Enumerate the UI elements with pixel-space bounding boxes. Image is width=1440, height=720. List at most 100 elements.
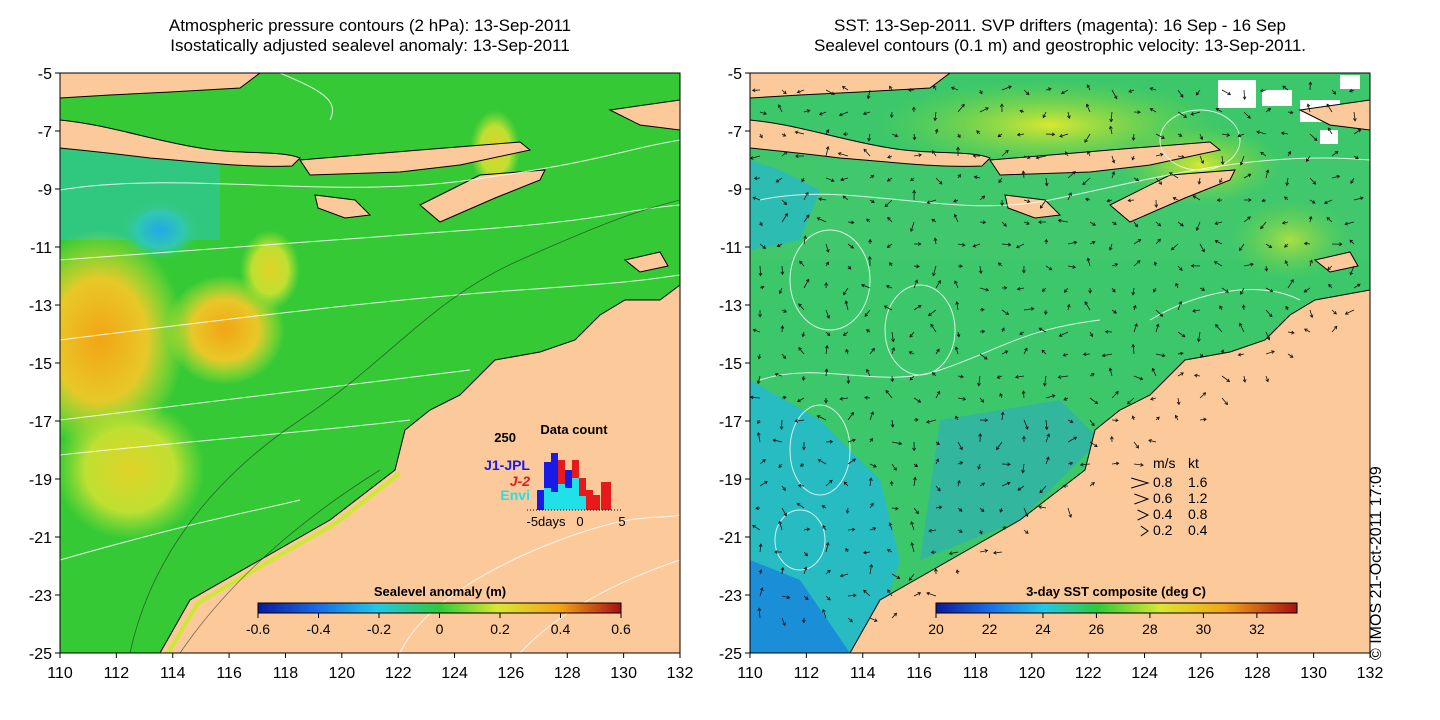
velocity-arrow	[934, 111, 937, 121]
velocity-arrow-head	[1094, 400, 1099, 405]
velocity-arrow-head	[1022, 270, 1026, 274]
velocity-arrow	[1265, 169, 1269, 179]
velocity-arrow	[869, 564, 872, 575]
velocity-arrow-head	[932, 272, 936, 277]
velocity-arrow	[1111, 221, 1117, 225]
velocity-arrow	[1243, 111, 1251, 119]
velocity-arrow-head	[826, 315, 830, 319]
velocity-arrow	[910, 221, 915, 232]
velocity-arrow	[1199, 133, 1203, 140]
left-cb-tick-label: 0	[436, 621, 444, 637]
velocity-arrow-head	[772, 438, 777, 443]
velocity-arrow-head	[1000, 103, 1004, 107]
velocity-arrow	[781, 419, 783, 430]
east-islands-right	[1298, 99, 1370, 131]
velocity-arrow	[1023, 199, 1030, 203]
velocity-arrow	[1240, 155, 1245, 166]
velocity-arrow	[1017, 485, 1025, 491]
velocity-arrow	[1221, 133, 1230, 136]
velocity-arrow-head	[981, 195, 986, 200]
velocity-arrow	[752, 197, 761, 201]
velocity-arrow-head	[1181, 155, 1185, 159]
velocity-arrow-head	[959, 461, 964, 465]
velocity-arrow-head	[1019, 109, 1024, 114]
velocity-arrow-head	[948, 551, 953, 556]
velocity-arrow-head	[826, 332, 831, 336]
velocity-arrow	[759, 243, 766, 249]
velocity-arrow	[781, 353, 786, 359]
velocity-arrow-head	[1327, 127, 1332, 132]
velocity-arrow-head	[778, 290, 783, 295]
velocity-arrow-head	[1284, 196, 1288, 200]
velocity-arrow	[1331, 326, 1338, 333]
velocity-arrow-head	[938, 180, 943, 185]
left-ytick-label: -11	[30, 240, 52, 257]
velocity-arrow-head	[928, 528, 932, 533]
velocity-arrow-head	[806, 214, 810, 219]
velocity-arrow-head	[1281, 220, 1286, 225]
velocity-arrow	[803, 235, 806, 245]
velocity-arrow-head	[980, 508, 985, 513]
velocity-arrow	[1327, 265, 1333, 270]
velocity-arrow	[978, 375, 981, 386]
velocity-legend-arrow	[1134, 493, 1150, 505]
velocity-arrow	[1111, 263, 1118, 267]
velocity-arrow-head	[915, 510, 919, 515]
velocity-arrow	[884, 199, 893, 207]
velocity-arrow	[1133, 221, 1138, 228]
velocity-arrow-head	[887, 155, 891, 159]
velocity-arrow	[1133, 375, 1143, 380]
velocity-arrow	[1058, 219, 1069, 223]
right-map-axes: 110 112 114 116 118 120 122 124 126 128 130 132 -5 -7…	[719, 66, 1384, 682]
velocity-arrow-head	[936, 390, 941, 395]
velocity-arrow	[957, 461, 963, 465]
velocity-arrow-head	[1137, 239, 1142, 243]
velocity-arrow-head	[1237, 352, 1242, 357]
velocity-arrow-head	[1309, 314, 1314, 319]
velocity-arrow-head	[870, 174, 875, 179]
velocity-arrow-head	[1269, 288, 1274, 293]
velocity-arrow	[1177, 331, 1186, 338]
velocity-arrow-head	[1201, 287, 1206, 291]
velocity-arrow	[1001, 350, 1008, 355]
velocity-arrow	[1045, 433, 1050, 443]
coastal-high-band	[166, 471, 402, 653]
velocity-arrow-head	[802, 446, 806, 451]
velocity-arrow-head	[853, 593, 857, 598]
velocity-arrow	[868, 133, 871, 141]
velocity-arrow	[817, 415, 827, 421]
velocity-arrow-head	[984, 549, 989, 553]
velocity-arrow	[1133, 463, 1144, 466]
velocity-arrow-head	[972, 243, 977, 248]
velocity-arrow-head	[1115, 391, 1119, 395]
velocity-arrow-head	[827, 569, 831, 574]
velocity-arrow-head	[1267, 108, 1272, 112]
velocity-arrow-head	[955, 415, 959, 420]
velocity-arrow	[1041, 349, 1047, 355]
velocity-arrow	[818, 459, 827, 465]
velocity-arrow-head	[928, 312, 932, 317]
velocity-arrow-head	[912, 189, 917, 194]
velocity-arrow	[795, 419, 805, 422]
velocity-arrow-head	[1219, 305, 1223, 309]
velocity-arrow	[1001, 309, 1009, 315]
velocity-arrow-head	[1044, 238, 1049, 243]
velocity-arrow-head	[1063, 397, 1068, 401]
velocity-arrow	[887, 217, 893, 223]
velocity-arrow-head	[1336, 174, 1341, 179]
left-ytick-label: -13	[29, 298, 52, 315]
velocity-arrow	[1221, 375, 1230, 382]
velocity-arrow	[1265, 265, 1268, 272]
velocity-arrow-head	[1344, 311, 1349, 315]
velocity-arrow	[869, 348, 875, 355]
velocity-arrow	[1260, 151, 1267, 157]
velocity-arrow-head	[1072, 265, 1077, 269]
velocity-arrow-head	[825, 261, 829, 266]
velocity-arrow-head	[756, 380, 761, 385]
velocity-arrow-head	[1219, 179, 1223, 184]
velocity-arrow	[759, 481, 768, 487]
velocity-arrow-head	[917, 304, 922, 309]
velocity-arrow-head	[776, 243, 781, 248]
right-ytick-label: -17	[719, 414, 742, 431]
